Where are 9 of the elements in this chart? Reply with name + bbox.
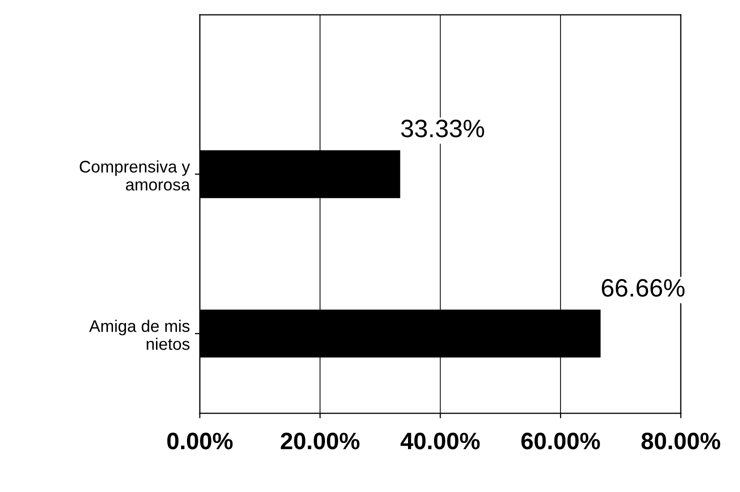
- x-tick-label: 20.00%: [280, 432, 360, 450]
- y-tick-label: Comprensiva y amorosa: [80, 160, 190, 191]
- y-tick-label: Amiga de mis nietos: [89, 320, 190, 350]
- data-label: 33.33%: [401, 120, 484, 138]
- x-tick-label: 0.00%: [167, 432, 233, 450]
- x-tick-label: 40.00%: [400, 432, 480, 450]
- x-tick-label: 60.00%: [521, 432, 600, 450]
- x-tick-label: 80.00%: [642, 432, 720, 450]
- data-label: 66.66%: [602, 279, 684, 297]
